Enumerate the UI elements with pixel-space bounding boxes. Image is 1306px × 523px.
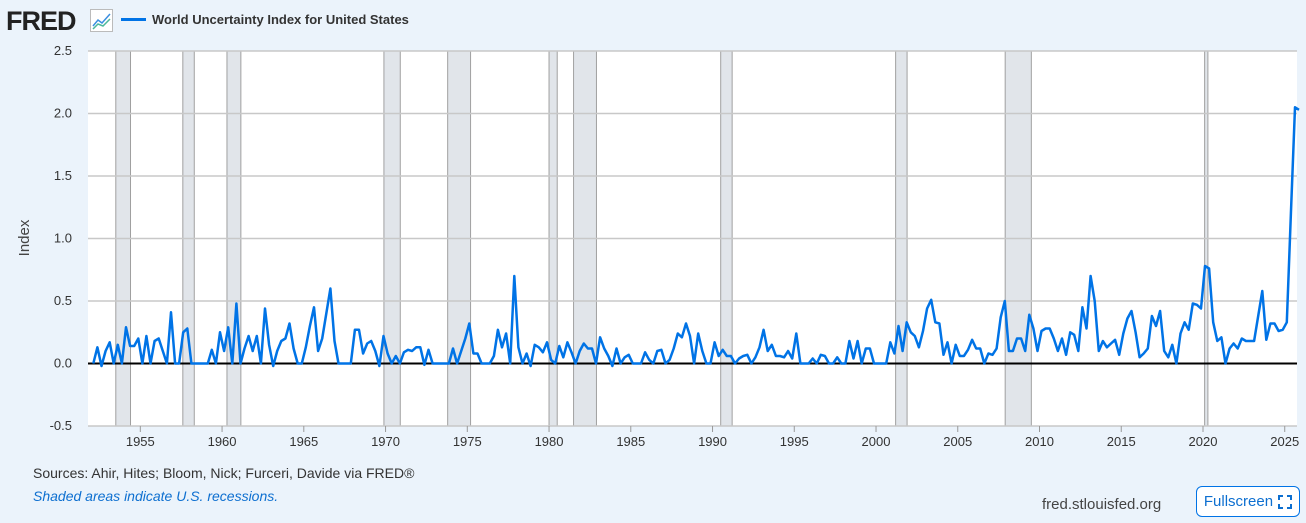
x-tick-label: 2000 bbox=[862, 434, 891, 449]
fred-logo[interactable]: FRED bbox=[6, 6, 76, 36]
chart: 2.5 2.0 1.5 1.0 0.5 0.0 -0.5 1955 1960 1965 1970 1… bbox=[16, 43, 1300, 449]
legend-swatch bbox=[121, 18, 146, 21]
y-tick-label: 2.5 bbox=[54, 43, 72, 58]
y-tick-label: 1.5 bbox=[54, 168, 72, 183]
recession-note: Shaded areas indicate U.S. recessions. bbox=[33, 488, 279, 504]
x-tick-label: 1965 bbox=[289, 434, 318, 449]
x-tick-label: 2015 bbox=[1107, 434, 1136, 449]
x-tick-label: 1975 bbox=[453, 434, 482, 449]
y-tick-label: -0.5 bbox=[50, 418, 72, 433]
y-axis-label: Index bbox=[16, 219, 33, 256]
y-tick-label: 0.0 bbox=[54, 356, 72, 371]
legend: World Uncertainty Index for United State… bbox=[121, 12, 409, 27]
x-tick-label: 1985 bbox=[616, 434, 645, 449]
x-tick-label: 1980 bbox=[535, 434, 564, 449]
legend-label: World Uncertainty Index for United State… bbox=[152, 12, 409, 27]
series-line bbox=[92, 106, 1300, 368]
y-tick-label: 2.0 bbox=[54, 106, 72, 121]
y-tick-label: 1.0 bbox=[54, 231, 72, 246]
fullscreen-label: Fullscreen bbox=[1203, 493, 1274, 510]
x-tick-label: 2025 bbox=[1270, 434, 1299, 449]
x-tick-label: 1990 bbox=[698, 434, 727, 449]
fullscreen-button[interactable]: Fullscreen bbox=[1196, 486, 1300, 517]
x-tick-label: 2010 bbox=[1025, 434, 1054, 449]
x-tick-label: 1970 bbox=[371, 434, 400, 449]
y-tick-label: 0.5 bbox=[54, 293, 72, 308]
x-tick-label: 1955 bbox=[126, 434, 155, 449]
x-tick-label: 1995 bbox=[780, 434, 809, 449]
sources-note: Sources: Ahir, Hites; Bloom, Nick; Furce… bbox=[33, 465, 415, 481]
expand-icon bbox=[1278, 494, 1293, 509]
x-tick-label: 2005 bbox=[943, 434, 972, 449]
line-chart-icon bbox=[90, 9, 113, 32]
x-tick-label: 1960 bbox=[208, 434, 237, 449]
x-tick-label: 2020 bbox=[1189, 434, 1218, 449]
site-link[interactable]: fred.stlouisfed.org bbox=[1042, 496, 1162, 513]
